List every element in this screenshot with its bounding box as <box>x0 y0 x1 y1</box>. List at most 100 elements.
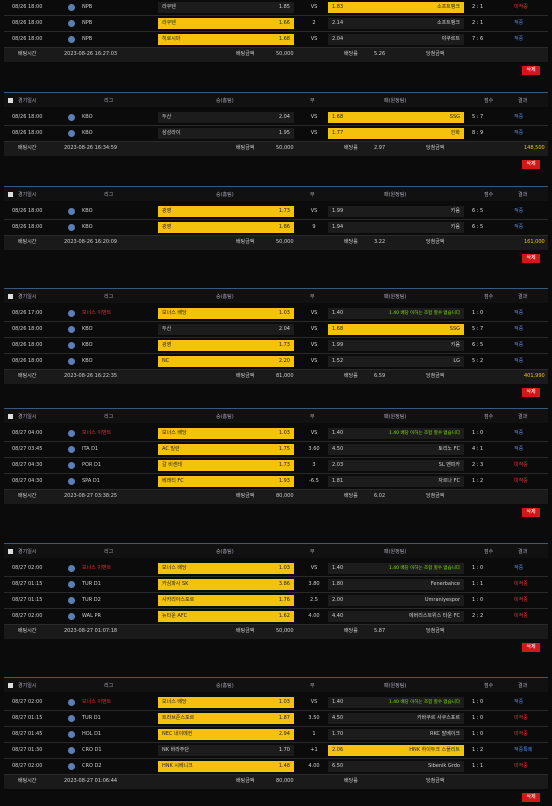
home-pick[interactable]: 카심파사 SK 3.86 <box>158 579 294 590</box>
match-date: 08/26 18:00 <box>12 36 43 42</box>
home-team: HNK 시베니크 <box>162 763 193 769</box>
score: 5 : 2 <box>472 358 484 364</box>
away-pick[interactable]: 1.40 1.40 배당 이하는 조합 할수 없습니다 <box>328 308 464 319</box>
away-pick[interactable]: 1.80 Fenerbahce <box>328 579 464 590</box>
draw-value: VS <box>310 114 318 120</box>
away-pick[interactable]: 1.99 키움 <box>328 340 464 351</box>
away-pick[interactable]: 4.50 토리노 FC <box>328 444 464 455</box>
delete-button[interactable]: 삭제 <box>522 160 540 169</box>
match-date: 08/27 01:15 <box>12 597 43 603</box>
home-pick[interactable]: 보너스 배당 1.03 <box>158 428 294 439</box>
home-pick[interactable]: AC 밀란 1.75 <box>158 444 294 455</box>
away-pick[interactable]: 2.04 야쿠르트 <box>328 34 464 45</box>
home-team: 보너스 배당 <box>162 699 187 705</box>
home-team: NK 바라주단 <box>162 747 190 753</box>
away-pick[interactable]: 4.40 에버리스트위스 타운 FC <box>328 611 464 622</box>
league-icon <box>68 114 75 121</box>
league-name: KBO <box>82 114 93 120</box>
away-pick[interactable]: 1.68 SSG <box>328 324 464 335</box>
away-pick[interactable]: 1.70 RKC 발베이크 <box>328 729 464 740</box>
home-pick[interactable]: 광영 1.86 <box>158 222 294 233</box>
delete-button[interactable]: 삭제 <box>522 793 540 802</box>
home-pick[interactable]: 보너스 배당 1.03 <box>158 563 294 574</box>
delete-button[interactable]: 삭제 <box>522 66 540 75</box>
select-all-checkbox[interactable] <box>8 548 13 554</box>
away-pick[interactable]: 4.50 카바쿠르 사쿠스포르 <box>328 713 464 724</box>
away-pick[interactable]: 2.14 소프트뱅크 <box>328 18 464 29</box>
header-home: 승(홈팀) <box>216 293 234 300</box>
away-pick[interactable]: 1.81 자르나 FC <box>328 476 464 487</box>
away-odds: 2.04 <box>332 36 344 42</box>
home-pick[interactable]: 히로시마 1.68 <box>158 34 294 45</box>
away-pick[interactable]: 1.94 키움 <box>328 222 464 233</box>
home-pick[interactable]: NEC 네이메헌 2.94 <box>158 729 294 740</box>
select-all-checkbox[interactable] <box>8 97 13 103</box>
league-icon <box>68 310 75 317</box>
select-all-checkbox[interactable] <box>8 293 13 299</box>
odds-label: 배당률 <box>344 373 358 379</box>
delete-button[interactable]: 삭제 <box>522 643 540 652</box>
score: 1 : 0 <box>472 597 484 603</box>
home-pick[interactable]: 광영 1.73 <box>158 340 294 351</box>
home-pick[interactable]: 두산 2.04 <box>158 112 294 123</box>
home-pick[interactable]: 뉴타운 AFC 1.62 <box>158 611 294 622</box>
home-odds: 1.76 <box>278 597 290 603</box>
home-pick[interactable]: 라쿠텐 1.66 <box>158 18 294 29</box>
away-team: 1.40 배당 이하는 조합 할수 없습니다 <box>389 311 460 316</box>
match-date: 08/27 04:00 <box>12 430 43 436</box>
home-pick[interactable]: 베레티 FC 1.93 <box>158 476 294 487</box>
away-pick[interactable]: 1.52 LG <box>328 356 464 367</box>
away-pick[interactable]: 1.40 1.40 배당 이하는 조합 할수 없습니다 <box>328 697 464 708</box>
home-pick[interactable]: 보너스 배당 1.03 <box>158 308 294 319</box>
home-pick[interactable]: NC 2.20 <box>158 356 294 367</box>
away-pick[interactable]: 1.77 한화 <box>328 128 464 139</box>
win-amount: 161,000 <box>524 239 545 245</box>
bet-amount-label: 배팅금액 <box>236 373 255 379</box>
home-pick[interactable]: 삼성라이 1.95 <box>158 128 294 139</box>
home-pick[interactable]: NK 바라주단 1.70 <box>158 745 294 756</box>
away-odds: 1.99 <box>332 342 344 348</box>
result: 미적중 <box>514 763 528 769</box>
select-all-checkbox[interactable] <box>8 191 13 197</box>
away-pick[interactable]: 1.40 1.40 배당 이하는 조합 할수 없습니다 <box>328 563 464 574</box>
league-icon <box>68 326 75 333</box>
bet-time: 2023-08-27 01:06:44 <box>64 778 118 784</box>
home-odds: 1.85 <box>278 4 290 10</box>
home-pick[interactable]: 두산 2.04 <box>158 324 294 335</box>
home-team: 보너스 배당 <box>162 430 187 436</box>
away-pick[interactable]: 2.00 Umraniyespor <box>328 595 464 606</box>
home-odds: 1.75 <box>278 446 290 452</box>
away-pick[interactable]: 2.06 HNK 하이두크 스플리트 <box>328 745 464 756</box>
home-pick[interactable]: 사카리아스포르 1.76 <box>158 595 294 606</box>
bet-summary: 배팅시간 2023-08-27 03:38:25 배팅금액 80,000 배당률 6.02… <box>4 490 548 504</box>
home-pick[interactable]: 트라브존스포르 1.87 <box>158 713 294 724</box>
away-odds: 1.80 <box>332 581 344 587</box>
delete-button[interactable]: 삭제 <box>522 388 540 397</box>
draw-value: VS <box>310 4 318 10</box>
score: 5 : 7 <box>472 114 484 120</box>
home-pick[interactable]: 갈 비센테 1.73 <box>158 460 294 471</box>
away-pick[interactable]: 6.50 Sibenik Grdo <box>328 761 464 772</box>
away-odds: 1.68 <box>332 114 344 120</box>
result: 적중 <box>514 446 524 452</box>
home-pick[interactable]: 광영 1.73 <box>158 206 294 217</box>
away-odds: 4.40 <box>332 613 344 619</box>
header-home: 승(홈팀) <box>216 191 234 198</box>
table-row: 08/26 17:00 보너스 이벤트 보너스 배당 1.03 VS 1.40 1.40 배… <box>4 306 548 322</box>
home-pick[interactable]: 보너스 배당 1.03 <box>158 697 294 708</box>
select-all-checkbox[interactable] <box>8 413 13 419</box>
away-pick[interactable]: 1.99 키움 <box>328 206 464 217</box>
away-pick[interactable]: 1.83 소프트뱅크 <box>328 2 464 13</box>
away-pick[interactable]: 1.40 1.40 배당 이하는 조합 할수 없습니다 <box>328 428 464 439</box>
away-pick[interactable]: 1.68 SSG <box>328 112 464 123</box>
league-name: KBO <box>82 130 93 136</box>
select-all-checkbox[interactable] <box>8 682 13 688</box>
table-row: 08/27 01:45 HOL D1 NEC 네이메헌 2.94 1 1.70 RKC 발베… <box>4 727 548 743</box>
away-pick[interactable]: 2.03 SL 벤피카 <box>328 460 464 471</box>
delete-button[interactable]: 삭제 <box>522 508 540 517</box>
delete-button[interactable]: 삭제 <box>522 254 540 263</box>
home-pick[interactable]: 라쿠텐 1.85 <box>158 2 294 13</box>
draw-value: 2.5 <box>310 597 318 603</box>
home-pick[interactable]: HNK 시베니크 1.48 <box>158 761 294 772</box>
bet-time-label: 배팅시간 <box>18 145 37 151</box>
